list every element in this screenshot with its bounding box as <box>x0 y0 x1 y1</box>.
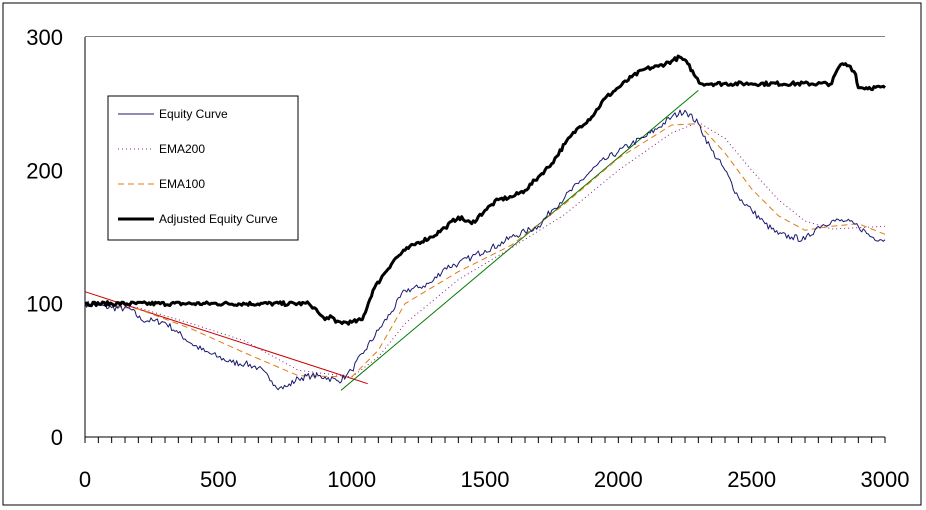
legend: Equity Curve EMA200 EMA100 Adjusted Equity … <box>107 95 299 241</box>
legend-box <box>107 95 299 241</box>
legend-label-2: EMA200 <box>159 142 205 156</box>
y-tick-label-100: 100 <box>26 292 63 317</box>
trend-line-2 <box>340 89 699 391</box>
x-tick-label-2000: 2000 <box>594 467 643 492</box>
x-tick-label-500: 500 <box>200 467 237 492</box>
y-tick-label-300: 300 <box>26 25 63 50</box>
series-line-ema200 <box>84 121 886 378</box>
trend-line-1 <box>84 291 368 385</box>
legend-label-3: EMA100 <box>159 177 205 191</box>
x-tick-label-2500: 2500 <box>727 467 776 492</box>
series-line-adjusted-equity-curve <box>84 54 886 326</box>
y-tick-label-200: 200 <box>26 158 63 183</box>
legend-label-1: Equity Curve <box>159 107 228 121</box>
series-line-equity-curve <box>84 109 886 391</box>
series-line-ema100 <box>84 123 886 378</box>
x-tick-label-1500: 1500 <box>461 467 510 492</box>
x-tick-label-3000: 3000 <box>861 467 910 492</box>
y-tick-label-0: 0 <box>51 425 63 450</box>
series-layer <box>84 54 886 391</box>
x-tick-label-0: 0 <box>79 467 91 492</box>
legend-label-4: Adjusted Equity Curve <box>159 212 278 226</box>
x-tick-label-1000: 1000 <box>327 467 376 492</box>
